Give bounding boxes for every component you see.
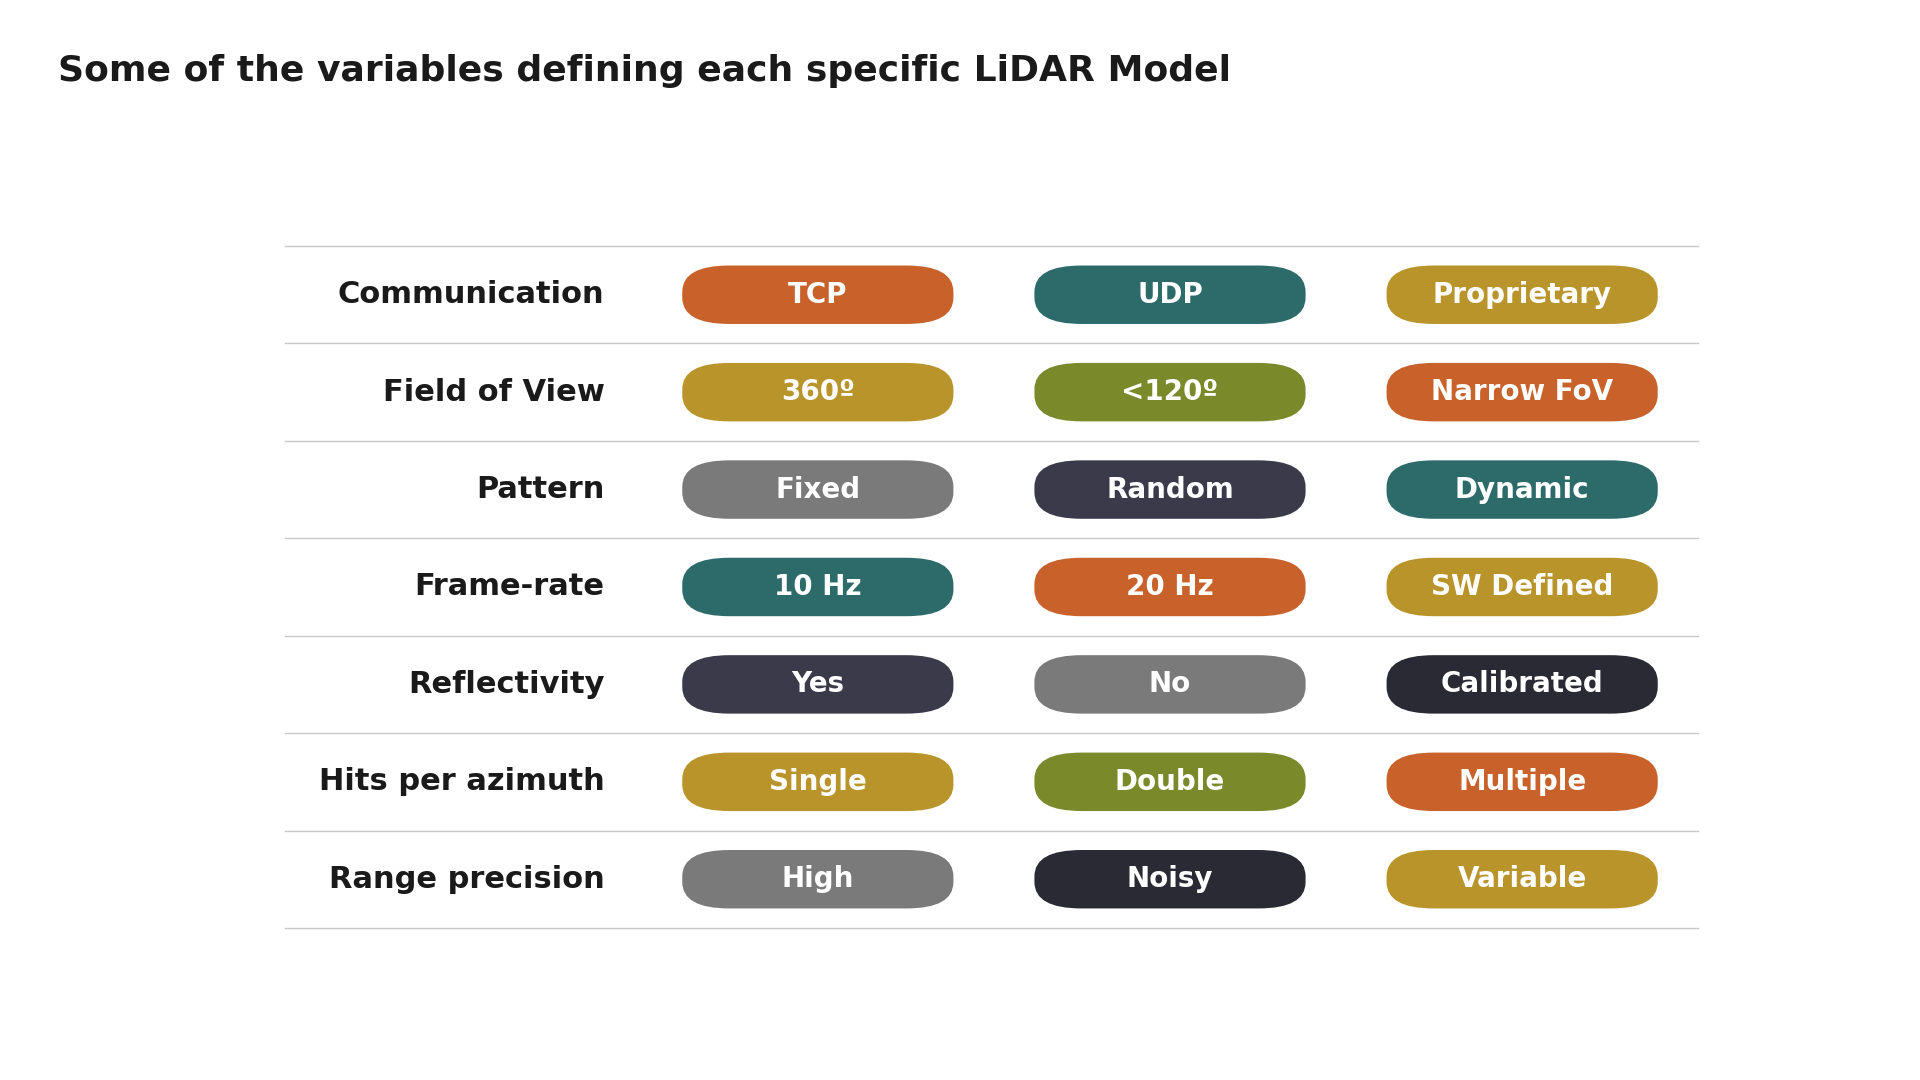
Text: Hits per azimuth: Hits per azimuth (319, 767, 605, 796)
FancyBboxPatch shape (1386, 363, 1657, 421)
Text: Single: Single (770, 768, 866, 796)
FancyBboxPatch shape (1386, 753, 1657, 811)
FancyBboxPatch shape (1035, 363, 1306, 421)
FancyBboxPatch shape (1386, 656, 1657, 714)
FancyBboxPatch shape (1386, 266, 1657, 324)
FancyBboxPatch shape (1386, 557, 1657, 617)
FancyBboxPatch shape (682, 850, 954, 908)
Text: 360º: 360º (781, 378, 854, 406)
FancyBboxPatch shape (1035, 753, 1306, 811)
Text: <120º: <120º (1121, 378, 1219, 406)
Text: Narrow FoV: Narrow FoV (1430, 378, 1613, 406)
FancyBboxPatch shape (682, 557, 954, 617)
Text: No: No (1148, 671, 1190, 699)
Text: Reflectivity: Reflectivity (409, 670, 605, 699)
Text: Dynamic: Dynamic (1455, 475, 1590, 503)
Text: Pattern: Pattern (476, 475, 605, 504)
FancyBboxPatch shape (1035, 557, 1306, 617)
Text: Some of the variables defining each specific LiDAR Model: Some of the variables defining each spec… (58, 54, 1231, 87)
Text: TCP: TCP (787, 281, 847, 309)
FancyBboxPatch shape (1386, 460, 1657, 518)
Text: Double: Double (1116, 768, 1225, 796)
FancyBboxPatch shape (1035, 850, 1306, 908)
FancyBboxPatch shape (682, 753, 954, 811)
Text: Random: Random (1106, 475, 1235, 503)
FancyBboxPatch shape (1035, 460, 1306, 518)
Text: Multiple: Multiple (1457, 768, 1586, 796)
Text: Variable: Variable (1457, 865, 1586, 893)
FancyBboxPatch shape (1035, 266, 1306, 324)
Text: SW Defined: SW Defined (1430, 573, 1613, 600)
Text: Field of View: Field of View (382, 378, 605, 407)
Text: Communication: Communication (338, 280, 605, 309)
Text: Proprietary: Proprietary (1432, 281, 1611, 309)
FancyBboxPatch shape (1386, 850, 1657, 908)
Text: Calibrated: Calibrated (1440, 671, 1603, 699)
Text: 10 Hz: 10 Hz (774, 573, 862, 600)
FancyBboxPatch shape (682, 460, 954, 518)
Text: UDP: UDP (1137, 281, 1202, 309)
Text: Range precision: Range precision (328, 865, 605, 894)
Text: 20 Hz: 20 Hz (1127, 573, 1213, 600)
FancyBboxPatch shape (1035, 656, 1306, 714)
Text: High: High (781, 865, 854, 893)
Text: Yes: Yes (791, 671, 845, 699)
FancyBboxPatch shape (682, 363, 954, 421)
FancyBboxPatch shape (682, 656, 954, 714)
Text: Fixed: Fixed (776, 475, 860, 503)
FancyBboxPatch shape (682, 266, 954, 324)
Text: Frame-rate: Frame-rate (415, 572, 605, 602)
Text: Noisy: Noisy (1127, 865, 1213, 893)
